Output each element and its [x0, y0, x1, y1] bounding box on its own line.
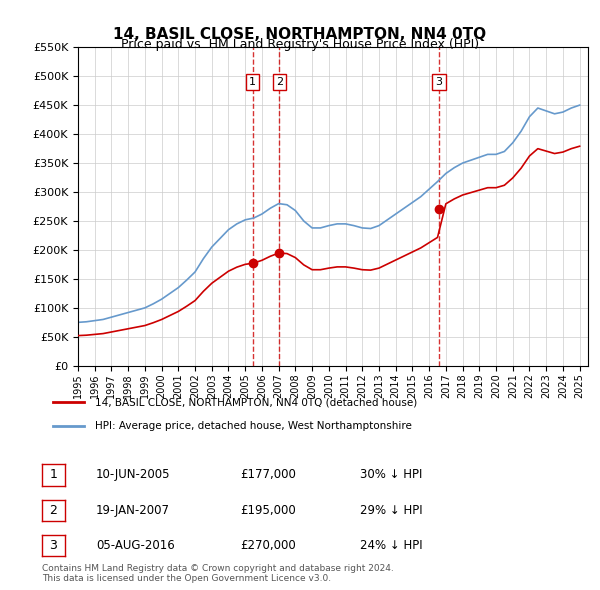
Text: £270,000: £270,000: [240, 539, 296, 552]
Text: 1: 1: [49, 468, 58, 481]
Text: 3: 3: [49, 539, 58, 552]
Text: 30% ↓ HPI: 30% ↓ HPI: [360, 468, 422, 481]
Text: 19-JAN-2007: 19-JAN-2007: [96, 504, 170, 517]
Text: 2: 2: [276, 77, 283, 87]
Text: Price paid vs. HM Land Registry's House Price Index (HPI): Price paid vs. HM Land Registry's House …: [121, 38, 479, 51]
Text: HPI: Average price, detached house, West Northamptonshire: HPI: Average price, detached house, West…: [95, 421, 412, 431]
Text: Contains HM Land Registry data © Crown copyright and database right 2024.
This d: Contains HM Land Registry data © Crown c…: [42, 563, 394, 583]
Text: 10-JUN-2005: 10-JUN-2005: [96, 468, 170, 481]
Text: 05-AUG-2016: 05-AUG-2016: [96, 539, 175, 552]
Text: 1: 1: [249, 77, 256, 87]
Text: £195,000: £195,000: [240, 504, 296, 517]
Text: 14, BASIL CLOSE, NORTHAMPTON, NN4 0TQ (detached house): 14, BASIL CLOSE, NORTHAMPTON, NN4 0TQ (d…: [95, 398, 417, 407]
Text: 2: 2: [49, 504, 58, 517]
Text: 14, BASIL CLOSE, NORTHAMPTON, NN4 0TQ: 14, BASIL CLOSE, NORTHAMPTON, NN4 0TQ: [113, 27, 487, 41]
Text: 24% ↓ HPI: 24% ↓ HPI: [360, 539, 422, 552]
Text: £177,000: £177,000: [240, 468, 296, 481]
Text: 29% ↓ HPI: 29% ↓ HPI: [360, 504, 422, 517]
Text: 3: 3: [436, 77, 443, 87]
